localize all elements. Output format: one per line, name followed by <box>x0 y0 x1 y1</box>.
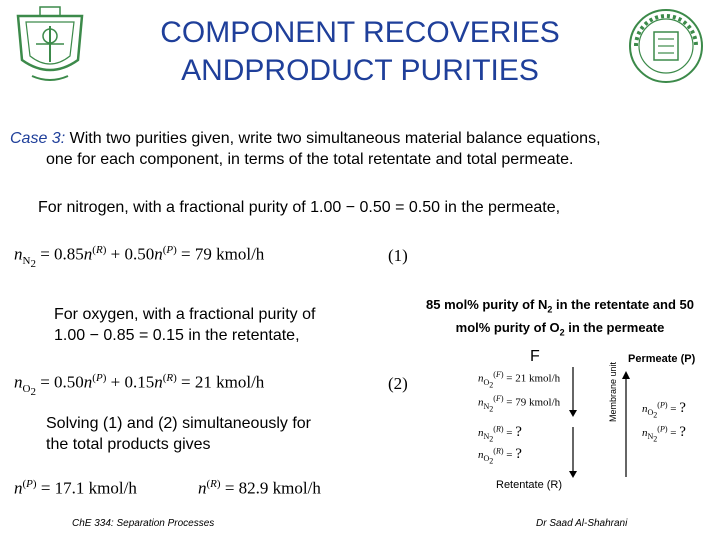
nitrogen-text: For nitrogen, with a fractional purity o… <box>38 199 561 216</box>
retentate-o2-unknown: ? <box>515 446 522 462</box>
eq1-total: 79 kmol/h <box>194 244 265 264</box>
feed-n2-flow: nN2(F) = 79 kmol/h <box>478 394 561 414</box>
eq2-lhs-coef: 0.50 <box>54 372 84 392</box>
retentate-n2-unknown: ? <box>515 424 522 440</box>
page-title: COMPONENT RECOVERIES ANDPRODUCT PURITIES <box>0 14 720 90</box>
result-retentate-value: 82.9 kmol/h <box>238 478 321 498</box>
feed-n2-value: 79 kmol/h <box>515 396 561 409</box>
result-permeate: n(P) = 17.1 kmol/h <box>14 478 137 498</box>
retentate-o2-flow: nO2(R) = ? <box>478 446 522 466</box>
eq2-total: 21 kmol/h <box>194 372 265 392</box>
purity-note-part-3: mol% purity of O <box>455 319 560 335</box>
permeate-label: Permeate (P) <box>628 353 696 365</box>
purity-note: 85 mol% purity of N2 in the retentate an… <box>426 297 694 338</box>
oxygen-line-2: 1.00 − 0.85 = 0.15 in the retentate, <box>54 327 300 344</box>
department-seal-icon <box>629 9 703 83</box>
equation-2: nO2 = 0.50n(P) + 0.15n(R) = 21 kmol/h <box>14 372 265 399</box>
solving-line-1: Solving (1) and (2) simultaneously for <box>46 415 312 432</box>
title-line-2: ANDPRODUCT PURITIES <box>181 54 539 87</box>
oxygen-text: For oxygen, with a fractional purity of … <box>54 304 315 346</box>
case3-line-1: With two purities given, write two simul… <box>65 130 601 147</box>
case3-line-2: one for each component, in terms of the … <box>46 151 574 168</box>
retentate-label: Retentate (R) <box>496 479 563 491</box>
solving-line-2: the total products gives <box>46 436 211 453</box>
result-retentate: n(R) = 82.9 kmol/h <box>198 478 321 498</box>
purity-note-part-1: 85 mol% purity of N <box>426 297 548 312</box>
eq1-rhs-coef: 0.50 <box>124 244 155 264</box>
membrane-diagram <box>569 367 630 478</box>
purity-note-part-4: in the permeate <box>564 319 665 335</box>
case3-paragraph: Case 3: With two purities given, write t… <box>10 128 710 170</box>
feed-o2-flow: nO2(F) = 21 kmol/h <box>478 370 561 390</box>
solving-text: Solving (1) and (2) simultaneously for t… <box>46 413 311 455</box>
purity-note-part-2: in the retentate and 50 <box>552 297 694 312</box>
retentate-n2-flow: nN2(R) = ? <box>478 424 522 444</box>
permeate-o2-unknown: ? <box>679 400 686 416</box>
equation-2-number: (2) <box>388 374 408 393</box>
case3-lead: Case 3: <box>10 130 66 147</box>
permeate-n2-flow: nN2(P) = ? <box>642 424 686 444</box>
result-permeate-value: 17.1 kmol/h <box>54 478 137 498</box>
university-emblem-icon <box>16 6 84 81</box>
eq2-rhs-coef: 0.15 <box>124 372 155 392</box>
feed-o2-value: 21 kmol/h <box>515 372 561 385</box>
permeate-o2-flow: nO2(P) = ? <box>642 400 686 420</box>
membrane-label: Membrane unit <box>608 361 618 422</box>
footer-course: ChE 334: Separation Processes <box>72 518 215 529</box>
eq1-lhs-coef: 0.85 <box>54 244 84 264</box>
equation-1: nN2 = 0.85n(R) + 0.50n(P) = 79 kmol/h <box>14 244 265 271</box>
oxygen-line-1: For oxygen, with a fractional purity of <box>54 306 316 323</box>
footer-author: Dr Saad Al-Shahrani <box>536 518 628 529</box>
equation-1-number: (1) <box>388 246 408 265</box>
permeate-n2-unknown: ? <box>679 424 686 440</box>
title-line-1: COMPONENT RECOVERIES <box>160 16 560 49</box>
feed-label: F <box>530 348 540 365</box>
